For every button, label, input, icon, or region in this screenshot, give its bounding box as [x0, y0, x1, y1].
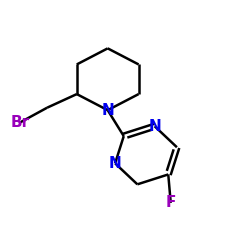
Text: N: N [109, 156, 122, 171]
Text: F: F [166, 196, 176, 210]
Text: N: N [101, 103, 114, 118]
Text: N: N [148, 119, 161, 134]
Text: Br: Br [10, 115, 29, 130]
